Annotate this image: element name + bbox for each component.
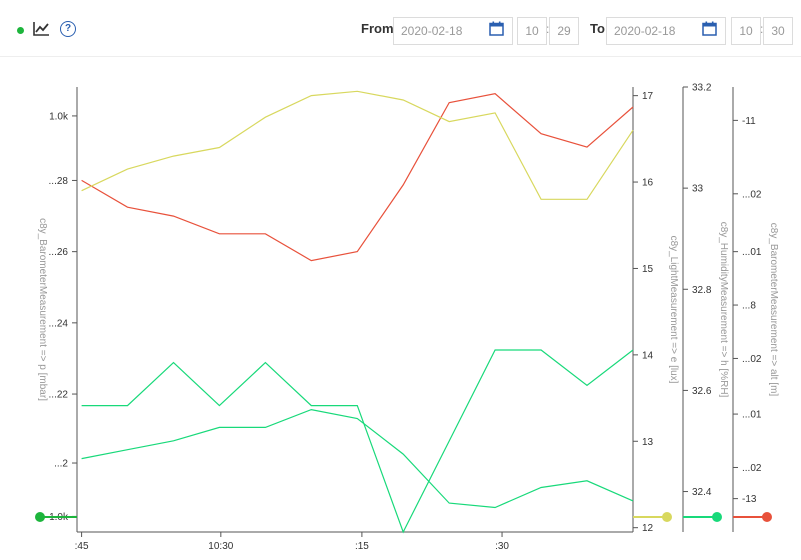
y-tick-label: 33.2: [692, 83, 712, 94]
y-tick-label: 13: [642, 437, 654, 448]
y-tick-label: ...02: [742, 189, 762, 200]
to-label: To: [590, 21, 605, 36]
x-tick-label: :15: [355, 541, 369, 552]
y-tick-label: 16: [642, 178, 654, 189]
y-tick-label: ...01: [742, 410, 762, 421]
to-date-input[interactable]: 2020-02-18: [606, 17, 726, 45]
y-tick-label: ...02: [742, 354, 762, 365]
status-dot: [17, 27, 24, 34]
y-tick-label: ...01: [742, 247, 762, 258]
axis-title-light: c8y_LightMeasurement => e [lux]: [668, 236, 679, 384]
y-tick-label: 33: [692, 184, 704, 195]
axis-title-pressure: c8y_BarometerMeasurement => p [mbar]: [37, 218, 48, 401]
to-calendar-icon[interactable]: [702, 21, 717, 36]
axis-handle-humidity: [712, 512, 722, 522]
series-line-altitude: [81, 93, 634, 262]
from-date-value: 2020-02-18: [401, 24, 463, 38]
from-hour-input[interactable]: 10: [517, 17, 547, 45]
y-tick-label: 14: [642, 350, 654, 361]
y-tick-label: 32.6: [692, 386, 712, 397]
from-date-input[interactable]: 2020-02-18: [393, 17, 513, 45]
y-tick-label: 32.8: [692, 285, 712, 296]
from-label: From: [361, 21, 394, 36]
axis-handle-altitude: [762, 512, 772, 522]
to-date-value: 2020-02-18: [614, 24, 676, 38]
y-tick-label: ...02: [742, 463, 762, 474]
series-line-humidity: [81, 349, 634, 534]
x-tick-label: :30: [495, 541, 509, 552]
y-tick-label: 15: [642, 264, 654, 275]
y-tick-label: 12: [642, 523, 654, 534]
series-line-pressure: [81, 408, 634, 509]
line-chart-icon[interactable]: [32, 21, 50, 37]
help-icon[interactable]: ?: [60, 21, 76, 37]
axis-handle-pressure: [35, 512, 45, 522]
y-tick-label: ...2: [54, 459, 68, 470]
y-tick-label: ...8: [742, 301, 756, 312]
y-tick-label: 1.0k: [49, 111, 69, 122]
to-hour-input[interactable]: 10: [731, 17, 761, 45]
x-tick-label: :45: [75, 541, 89, 552]
axis-title-altitude: c8y_BarometerMeasurement => alt [m]: [768, 223, 779, 397]
y-tick-label: -13: [742, 494, 757, 505]
axis-handle-light: [662, 512, 672, 522]
x-tick-label: 10:30: [208, 541, 233, 552]
y-tick-label: ...24: [49, 318, 69, 329]
to-minute-input[interactable]: 30: [763, 17, 793, 45]
y-tick-label: ...28: [49, 176, 69, 187]
toolbar: ? From 2020-02-18 10 : 29 To 2020-02-18 …: [0, 0, 801, 57]
y-tick-label: ...26: [49, 247, 69, 258]
from-minute-input[interactable]: 29: [549, 17, 579, 45]
from-time-separator: :: [546, 22, 550, 36]
series-line-light: [81, 90, 634, 200]
from-calendar-icon[interactable]: [489, 21, 504, 36]
to-time-separator: :: [760, 22, 764, 36]
axis-title-humidity: c8y_HumidityMeasurement => h [%RH]: [718, 222, 729, 398]
y-tick-label: -11: [742, 116, 756, 127]
y-tick-label: 32.4: [692, 487, 712, 498]
y-tick-label: 17: [642, 91, 654, 102]
y-tick-label: ...22: [49, 390, 69, 401]
